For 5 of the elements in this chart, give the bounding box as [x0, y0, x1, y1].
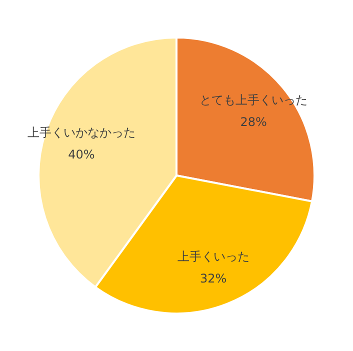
- slice-label: 上手くいった: [177, 249, 250, 264]
- slice-label: 上手くいかなかった: [27, 126, 136, 140]
- data-label: 32%: [200, 271, 227, 286]
- data-label: 40%: [68, 148, 95, 162]
- data-label: 28%: [240, 114, 267, 129]
